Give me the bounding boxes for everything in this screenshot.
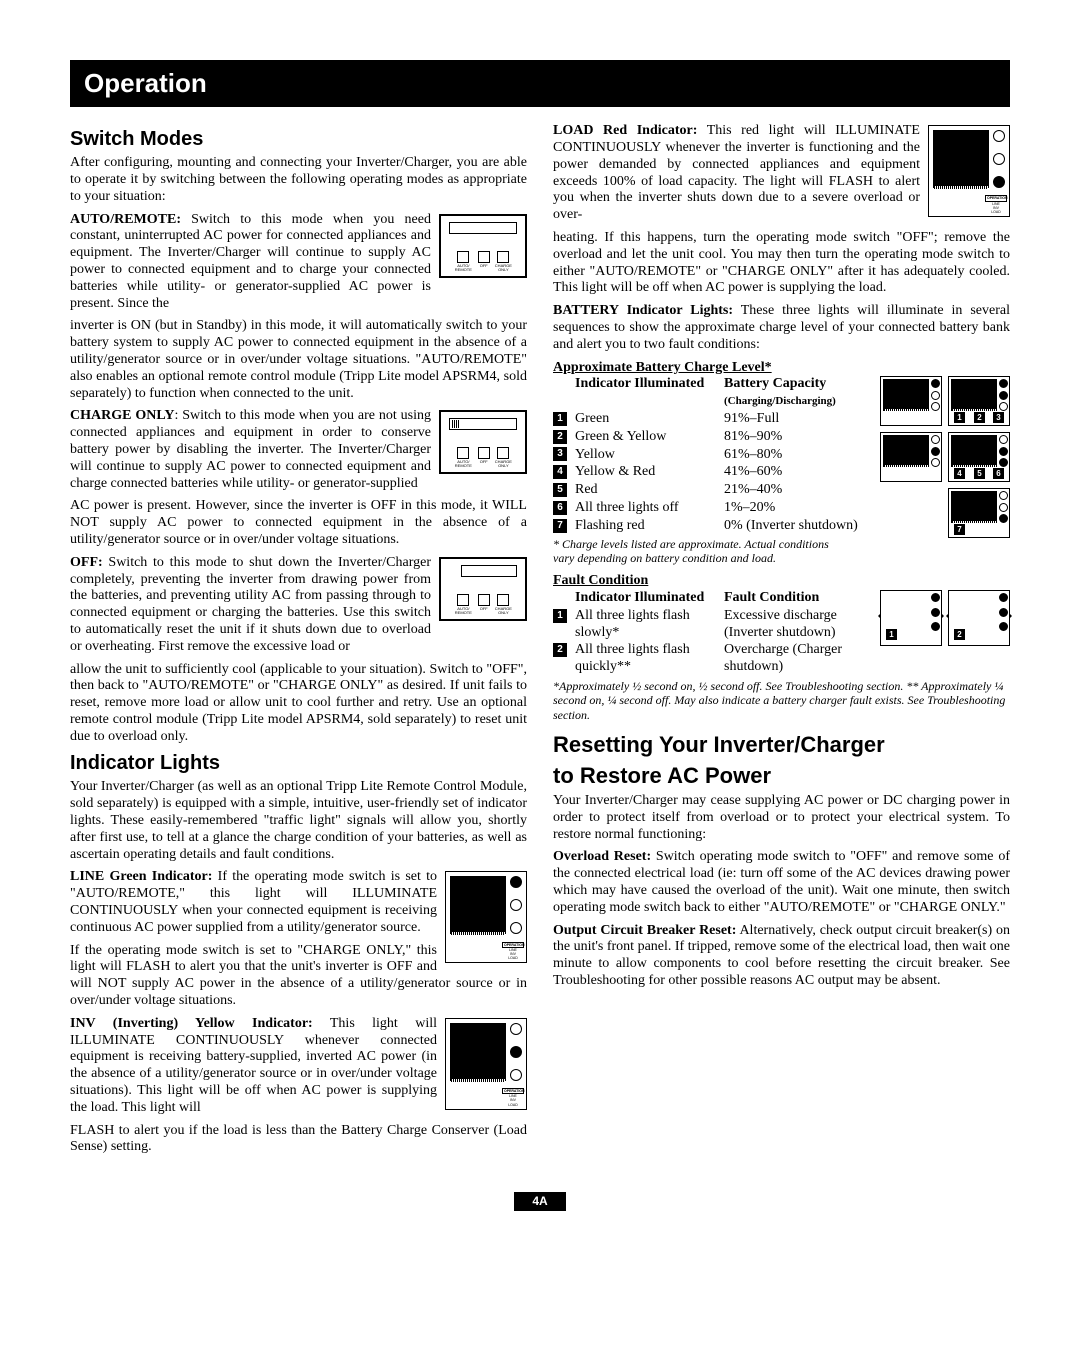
table-row: 2Green & Yellow81%–90% <box>553 429 874 446</box>
text-auto-remote-2: inverter is ON (but in Standby) in this … <box>70 318 527 402</box>
table-row: 1Green91%–Full <box>553 411 874 428</box>
table-row: 6All three lights off1%–20% <box>553 500 874 517</box>
heading-reset-2: to Restore AC Power <box>553 763 1010 789</box>
diagram-switch-auto: AUTO/ REMOTE OFF CHARGE ONLY <box>439 214 527 278</box>
heading-switch-modes: Switch Modes <box>70 127 527 151</box>
column-left: Switch Modes After configuring, mounting… <box>70 123 527 1162</box>
heading-indicator-lights: Indicator Lights <box>70 751 527 775</box>
text-battery-1: BATTERY Indicator Lights: These three li… <box>553 303 1010 353</box>
text-reset-intro: Your Inverter/Charger may cease supplyin… <box>553 793 1010 843</box>
text-intro: After configuring, mounting and connecti… <box>70 155 527 205</box>
diagram-fault-conditions: 1 2 <box>880 590 1010 646</box>
diagram-switch-off: AUTO/ REMOTE OFF CHARGE ONLY <box>439 557 527 621</box>
note-fault: *Approximately ½ second on, ½ second off… <box>553 679 1010 722</box>
section-banner: Operation <box>70 60 1010 107</box>
heading-reset-1: Resetting Your Inverter/Charger <box>553 732 1010 758</box>
page-number: 4A <box>514 1192 565 1210</box>
diagram-switch-charge: AUTO/ REMOTE OFF CHARGE ONLY <box>439 410 527 474</box>
heading-approx-level: Approximate Battery Charge Level* <box>553 360 1010 377</box>
table-row: 2All three lights flash quickly**Overcha… <box>553 642 874 676</box>
table-row: 4Yellow & Red41%–60% <box>553 464 874 481</box>
column-right: OPERATIONLINEINVLOAD LOAD Red Indicator:… <box>553 123 1010 1162</box>
text-charge-only-2: AC power is present. However, since the … <box>70 498 527 548</box>
heading-fault-condition: Fault Condition <box>553 573 1010 590</box>
table-row: 3Yellow61%–80% <box>553 447 874 464</box>
diagram-led-inv: OPERATIONLINEINVLOAD <box>445 1018 527 1110</box>
diagram-led-line: OPERATIONLINEINVLOAD <box>445 871 527 963</box>
text-load-red-2: heating. If this happens, turn the opera… <box>553 230 1010 297</box>
table-row: 1All three lights flash slowly*Excessive… <box>553 608 874 642</box>
diagram-battery-levels: 123 456 7 <box>880 376 1010 538</box>
text-output-breaker: Output Circuit Breaker Reset: Alternativ… <box>553 923 1010 990</box>
text-inv-yellow-2: FLASH to alert you if the load is less t… <box>70 1123 527 1157</box>
text-off-2: allow the unit to sufficiently cool (app… <box>70 662 527 746</box>
table-row: 5Red21%–40% <box>553 482 874 499</box>
footer: 4A <box>70 1192 1010 1211</box>
diagram-led-load: OPERATIONLINEINVLOAD <box>928 125 1010 217</box>
table-row: 7Flashing red0% (Inverter shutdown) <box>553 518 874 535</box>
text-indicator-intro: Your Inverter/Charger (as well as an opt… <box>70 779 527 863</box>
note-charge-levels: * Charge levels listed are approximate. … <box>553 537 853 566</box>
text-overload-reset: Overload Reset: Switch operating mode sw… <box>553 849 1010 916</box>
